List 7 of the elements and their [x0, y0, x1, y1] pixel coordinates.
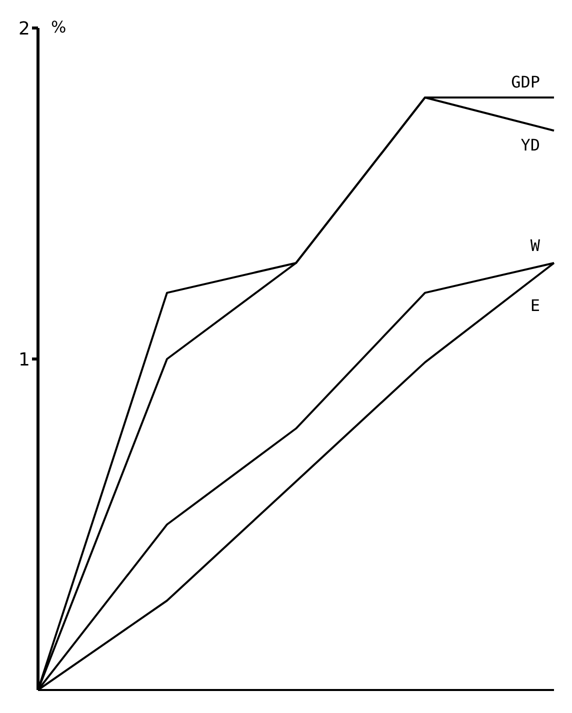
series-label: GDP: [511, 72, 540, 92]
series-label: E: [530, 296, 540, 316]
y-tick-label: 2: [18, 18, 30, 40]
series-label: YD: [520, 136, 540, 155]
y-axis-title: %: [51, 17, 66, 36]
series-label: W: [530, 236, 540, 256]
y-tick-label: 1: [18, 349, 30, 370]
